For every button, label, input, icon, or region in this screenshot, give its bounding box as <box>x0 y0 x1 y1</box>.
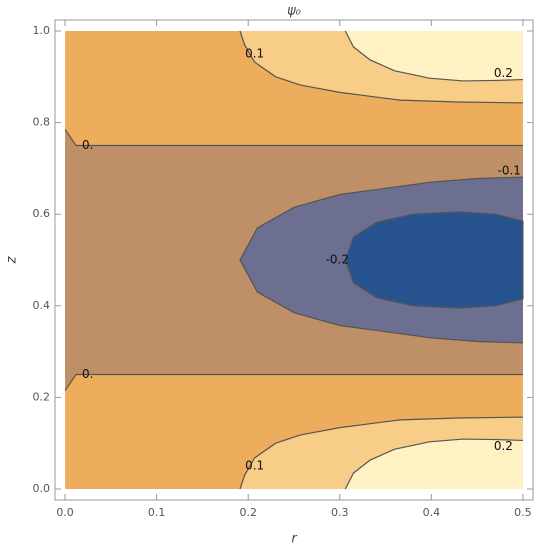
contour-line <box>344 211 524 309</box>
contour-line <box>344 438 523 490</box>
y-tick-label: 0.6 <box>33 207 51 220</box>
y-axis-label: z <box>5 255 20 264</box>
x-axis-label: r <box>291 532 298 547</box>
y-tick-label: 0.2 <box>33 390 51 403</box>
y-tick-label: 1.0 <box>33 24 51 37</box>
contour-line <box>239 416 523 490</box>
contour-label: -0.1 <box>498 164 521 178</box>
chart-title: ψ₀ <box>287 4 302 19</box>
contour-region <box>345 211 523 309</box>
x-tick-label: 0.3 <box>331 506 349 519</box>
contour-label: -0.2 <box>326 253 349 267</box>
y-tick-label: 0.8 <box>33 116 51 129</box>
contour-line <box>344 30 523 82</box>
contour-line <box>239 30 523 104</box>
contour-label: 0.1 <box>245 47 264 61</box>
x-tick-label: 0.1 <box>148 506 166 519</box>
contour-line <box>239 176 523 344</box>
contour-label: 0.1 <box>245 458 264 472</box>
contour-label: 0. <box>82 367 93 381</box>
contour-line <box>64 129 523 391</box>
y-tick-label: 0.0 <box>33 482 51 495</box>
frame <box>54 19 534 501</box>
contour-label: 0. <box>82 138 93 152</box>
contour-label: 0.2 <box>494 439 513 453</box>
x-tick-label: 0.4 <box>423 506 441 519</box>
plot-area: 0. 0. 0.1 0.1 0.2 0.2 -0.1 -0.2 <box>64 30 524 490</box>
y-tick-label: 0.4 <box>33 299 51 312</box>
x-tick-label: 0.0 <box>56 506 74 519</box>
contour-label: 0.2 <box>494 66 513 80</box>
x-tick-label: 0.5 <box>514 506 532 519</box>
x-tick-label: 0.2 <box>239 506 257 519</box>
